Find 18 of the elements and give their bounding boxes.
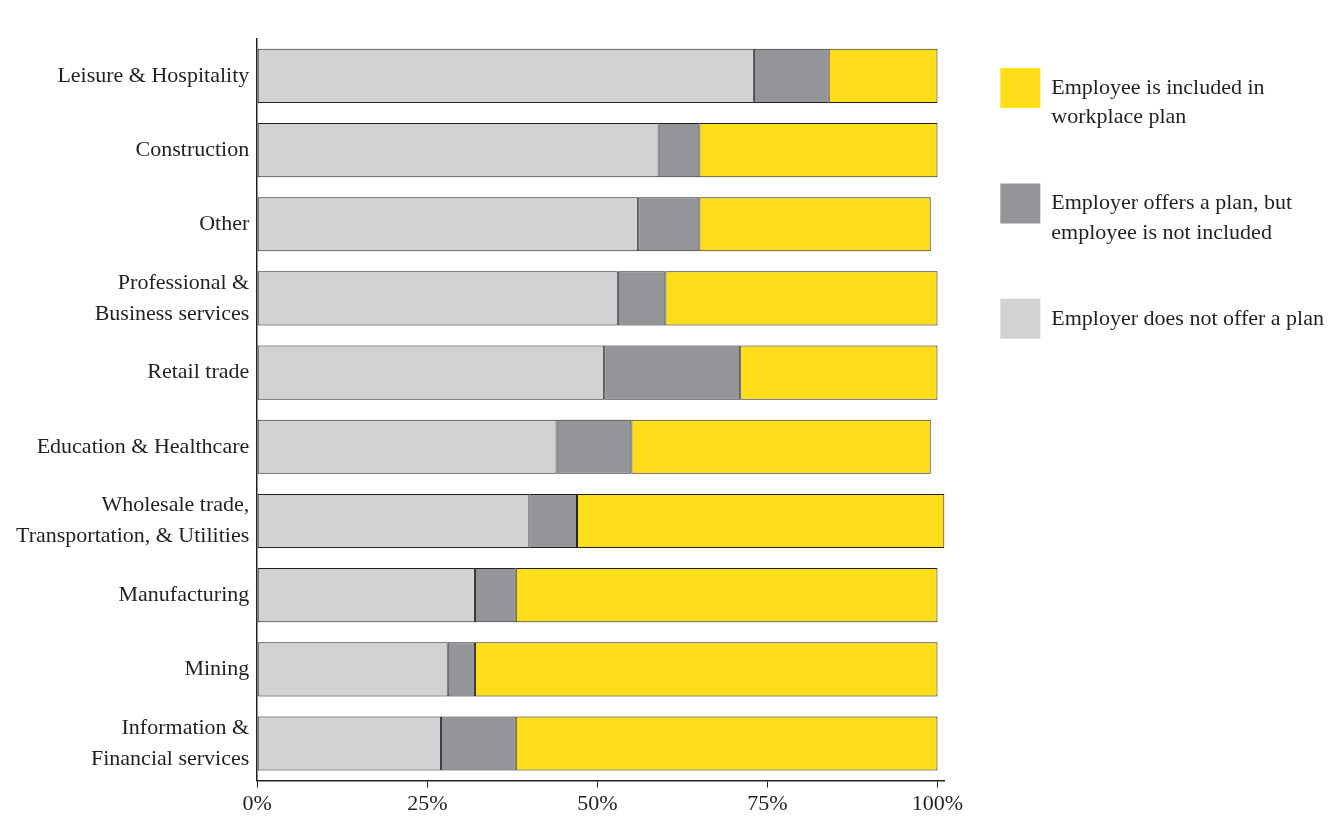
legend-label: Employee is included in workplace plan xyxy=(1051,73,1265,129)
x-tick-label: 25% xyxy=(407,789,448,815)
x-tick-label: 50% xyxy=(577,789,618,815)
y-tick-label: Manufacturing xyxy=(118,580,250,606)
y-tick-label: Leisure & Hospitality xyxy=(57,61,250,87)
legend-label: Employer offers a plan, but employee is not included xyxy=(1051,189,1293,244)
y-tick-label: Other xyxy=(199,210,250,236)
y-tick-label: Mining xyxy=(184,655,250,681)
x-tick-label: 0% xyxy=(242,789,272,815)
legend-label: Employer does not offer a plan xyxy=(1051,304,1325,330)
x-tick-label: 75% xyxy=(747,789,788,815)
y-tick-label: Information & Financial services xyxy=(91,713,250,770)
y-tick-label: Wholesale trade, Transportation, & Utilities xyxy=(16,491,250,548)
y-tick-label: Professional & Business services xyxy=(94,268,250,325)
y-tick-label: Retail trade xyxy=(147,358,250,384)
x-tick-label: 100% xyxy=(911,789,964,815)
y-tick-label: Construction xyxy=(135,135,250,161)
y-tick-label: Education & Healthcare xyxy=(36,432,250,458)
